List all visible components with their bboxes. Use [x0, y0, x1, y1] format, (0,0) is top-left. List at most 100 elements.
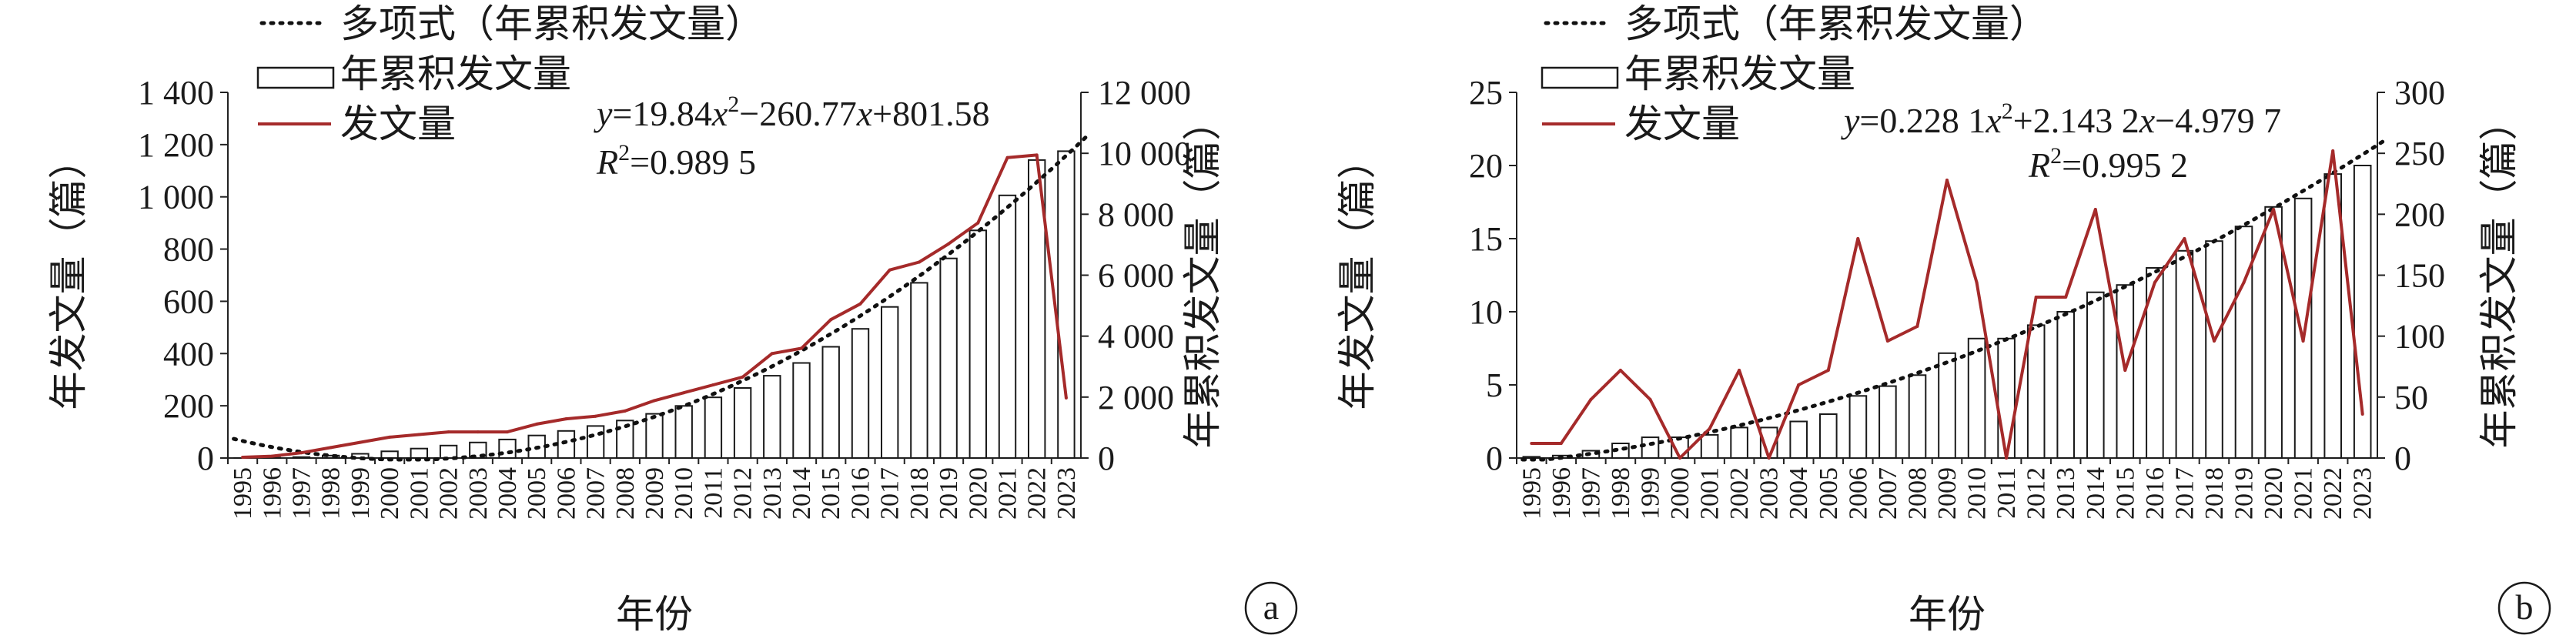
- bar-cumulative: [411, 449, 427, 458]
- line-point: [1678, 456, 1681, 460]
- left-tick-label: 5: [1486, 366, 1503, 404]
- panel-label: b: [2516, 587, 2534, 627]
- legend-bar-swatch: [1542, 68, 1618, 88]
- left-tick-label: 1 000: [138, 179, 214, 216]
- trend-curve: [234, 136, 1087, 460]
- x-tick-label: 1996: [1547, 467, 1576, 520]
- x-tick-label: 2004: [1785, 467, 1813, 520]
- x-tick-label: 2003: [1755, 467, 1784, 520]
- line-point: [2213, 339, 2216, 343]
- line-point: [1975, 281, 1979, 284]
- fit-r-squared: R2=0.989 5: [596, 140, 756, 182]
- line-point: [1006, 156, 1009, 159]
- bar-cumulative: [2176, 251, 2193, 458]
- line-point: [800, 347, 803, 350]
- line-point: [564, 417, 567, 420]
- x-tick-label: 2020: [964, 467, 992, 520]
- x-tick-label: 2011: [1992, 467, 2021, 519]
- line-point: [1797, 383, 1800, 386]
- bar-cumulative: [1939, 353, 1955, 458]
- legend-line-label: 发文量: [1624, 102, 1740, 145]
- line-point: [1035, 153, 1039, 156]
- line-point: [1886, 339, 1889, 343]
- x-tick-label: 2013: [758, 467, 787, 520]
- x-tick-label: 2008: [611, 467, 640, 520]
- line-point: [711, 383, 714, 386]
- legend-bar-label: 年累积发文量: [340, 52, 571, 95]
- bar-cumulative: [1850, 396, 1867, 458]
- x-tick-label: 2002: [435, 467, 463, 520]
- x-tick-label: 2013: [2052, 467, 2080, 520]
- line-point: [1708, 427, 1711, 430]
- bar-cumulative: [676, 406, 692, 458]
- bar-cumulative: [1969, 339, 1986, 458]
- x-tick-label: 2021: [2290, 467, 2318, 520]
- right-tick-label: 6 000: [1098, 257, 1174, 295]
- x-tick-label: 2022: [2319, 467, 2347, 520]
- line-point: [506, 430, 509, 433]
- bar-cumulative: [1909, 375, 1926, 458]
- line-point: [1619, 369, 1622, 372]
- x-tick-label: 2015: [817, 467, 845, 520]
- left-tick-label: 200: [163, 387, 214, 425]
- line-point: [1560, 442, 1563, 445]
- x-tick-label: 2012: [2022, 467, 2051, 520]
- x-tick-label: 2023: [1052, 467, 1081, 520]
- right-tick-label: 8 000: [1098, 196, 1174, 233]
- line-point: [2094, 208, 2097, 211]
- x-tick-label: 2004: [493, 467, 522, 520]
- bar-cumulative: [999, 196, 1015, 458]
- right-tick-label: 10 000: [1098, 135, 1191, 172]
- line-point: [1856, 237, 1859, 240]
- x-tick-label: 2016: [2141, 467, 2170, 520]
- bar-cumulative: [852, 329, 868, 458]
- right-tick-label: 250: [2394, 135, 2445, 172]
- x-tick-label: 2008: [1903, 467, 1932, 520]
- left-tick-label: 25: [1469, 74, 1503, 112]
- x-tick-label: 2007: [1874, 467, 1902, 520]
- line-point: [1768, 456, 1771, 460]
- line-point: [1738, 369, 1741, 372]
- bar-cumulative: [970, 230, 986, 458]
- x-tick-label: 2009: [1933, 467, 1962, 520]
- bar-cumulative: [705, 397, 721, 458]
- bar-cumulative: [2236, 226, 2253, 458]
- x-tick-label: 2000: [376, 467, 404, 520]
- right-tick-label: 4 000: [1098, 318, 1174, 356]
- legend-trend-label: 多项式（年累积发文量）: [340, 2, 764, 45]
- line-point: [270, 455, 273, 458]
- x-tick-label: 2011: [699, 467, 728, 519]
- legend-bar-label: 年累积发文量: [1624, 52, 1855, 95]
- x-tick-label: 1999: [1636, 467, 1664, 520]
- x-tick-label: 2023: [2349, 467, 2377, 520]
- right-tick-label: 300: [2394, 74, 2445, 112]
- left-tick-label: 1 200: [138, 126, 214, 164]
- right-tick-label: 50: [2394, 379, 2428, 416]
- bar-cumulative: [1879, 386, 1896, 458]
- x-tick-label: 1998: [1607, 467, 1635, 520]
- bar-cumulative: [1790, 422, 1807, 459]
- fit-equation: y=19.84x2−260.77x+801.58: [594, 92, 990, 133]
- x-tick-label: 2014: [788, 467, 816, 520]
- line-point: [888, 269, 892, 272]
- right-tick-label: 0: [2394, 440, 2411, 477]
- bar-cumulative: [1998, 339, 2015, 458]
- bar-cumulative: [1642, 437, 1659, 458]
- bar-cumulative: [2265, 207, 2282, 458]
- line-point: [1827, 369, 1830, 372]
- x-tick-label: 2020: [2260, 467, 2288, 520]
- bar-cumulative: [823, 347, 839, 459]
- bar-cumulative: [1731, 427, 1748, 458]
- line-point: [300, 451, 303, 454]
- line-point: [2361, 413, 2364, 416]
- right-tick-label: 2 000: [1098, 379, 1174, 416]
- left-tick-label: 400: [163, 335, 214, 373]
- line-point: [2302, 339, 2305, 343]
- line-point: [1065, 396, 1068, 400]
- x-tick-label: 2000: [1666, 467, 1694, 520]
- y-axis-left-title: 年发文量（篇）: [47, 141, 90, 410]
- left-tick-label: 10: [1469, 293, 1503, 331]
- bar-cumulative: [1058, 151, 1074, 458]
